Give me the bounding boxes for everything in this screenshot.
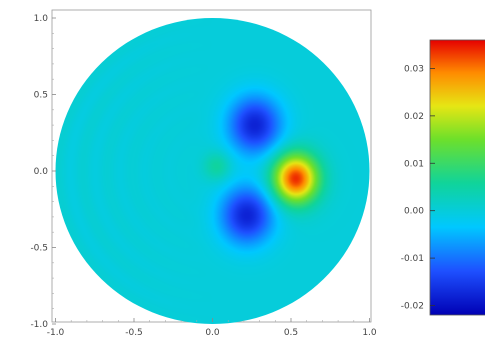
x-tick-label: 0.5 <box>284 328 298 338</box>
colorbar-gradient <box>429 39 485 316</box>
y-tick-label: 1.0 <box>34 14 49 24</box>
x-tick-label: -0.5 <box>125 328 143 338</box>
colorbar-tick-label: -0.02 <box>401 302 424 312</box>
colorbar-tick-label: 0.01 <box>404 159 424 169</box>
x-tick-label: -1.0 <box>47 328 65 338</box>
y-tick-label: -1.0 <box>30 320 48 330</box>
y-tick-label: -0.5 <box>30 244 48 254</box>
x-tick-label: 0.0 <box>205 328 220 338</box>
heatmap-image <box>55 18 370 324</box>
y-tick-label: 0.0 <box>34 167 49 177</box>
colorbar-tick-label: 0.02 <box>404 112 424 122</box>
colorbar: 0.03 0.02 0.01 0.00 -0.01 -0.02 <box>401 39 485 316</box>
y-axis: 1.0 0.5 0.0 -0.5 -1.0 <box>30 14 56 330</box>
x-tick-label: 1.0 <box>362 328 377 338</box>
colorbar-tick-label: 0.00 <box>404 207 424 217</box>
colorbar-ticks: 0.03 0.02 0.01 0.00 -0.01 -0.02 <box>401 64 435 312</box>
x-axis: -1.0 -0.5 0.0 0.5 1.0 <box>47 318 377 338</box>
colorbar-tick-label: -0.01 <box>401 254 424 264</box>
colorbar-tick-label: 0.03 <box>404 64 424 74</box>
y-tick-label: 0.5 <box>34 91 48 101</box>
heatmap-disk <box>55 18 370 324</box>
